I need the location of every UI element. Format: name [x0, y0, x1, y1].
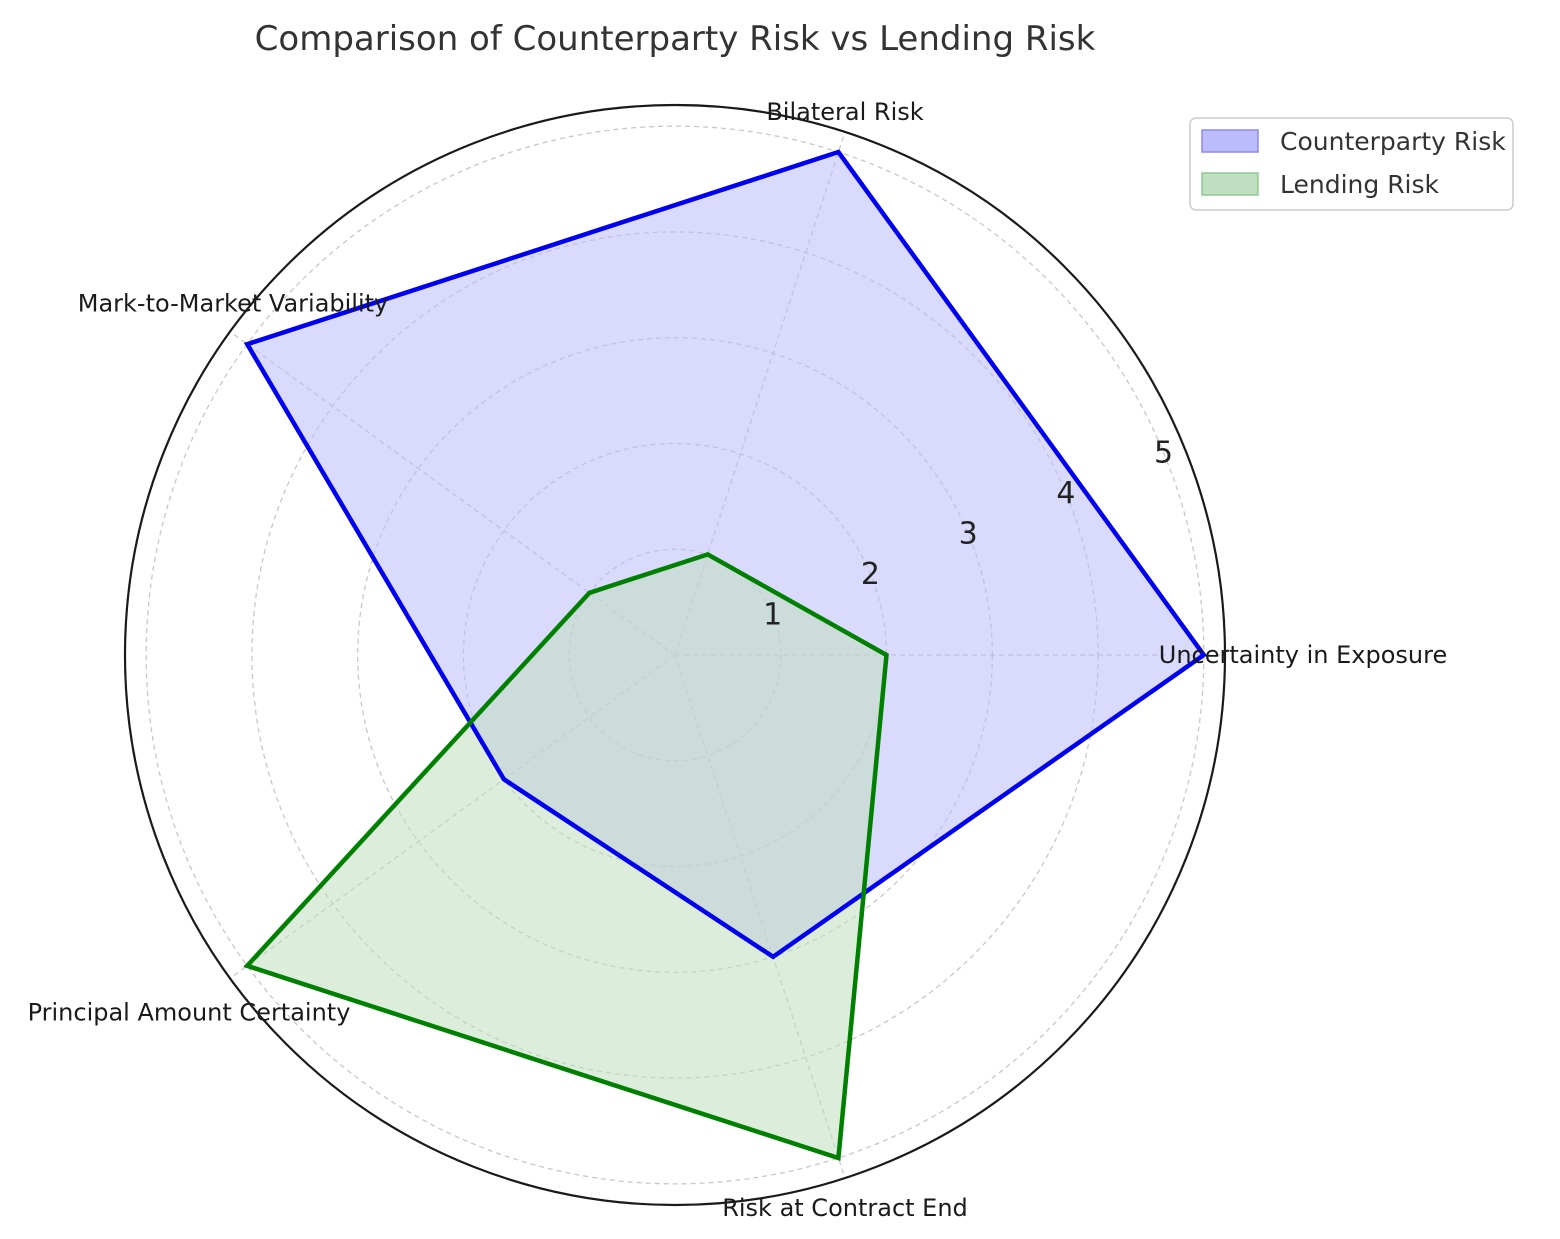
legend-label-lending: Lending Risk [1280, 170, 1440, 199]
legend-swatch-lending [1201, 172, 1259, 196]
category-label-4: Risk at Contract End [722, 1194, 968, 1222]
category-label-2: Mark-to-Market Variability [78, 290, 389, 318]
radial-tick-3: 3 [959, 517, 978, 552]
series-layer [243, 149, 1207, 1162]
category-label-1: Bilateral Risk [766, 98, 923, 126]
legend-label-counterparty: Counterparty Risk [1280, 127, 1506, 156]
radial-tick-1: 1 [763, 598, 782, 633]
category-label-3: Principal Amount Certainty [28, 998, 351, 1026]
radial-tick-2: 2 [861, 557, 880, 592]
legend: Counterparty Risk Lending Risk [1189, 117, 1514, 211]
axis-labels: 1 2 3 4 5 Uncertainty in Exposure Bilateral Ri… [28, 98, 1448, 1222]
series-line-0 [243, 149, 1207, 960]
radial-tick-4: 4 [1056, 476, 1075, 511]
legend-frame [1189, 117, 1514, 211]
series-fill-1 [247, 554, 887, 1158]
radial-tick-5: 5 [1154, 436, 1173, 471]
chart-title: Comparison of Counterparty Risk vs Lendi… [255, 19, 1096, 59]
category-label-0: Uncertainty in Exposure [1159, 641, 1447, 669]
outer-frame [123, 103, 1227, 1207]
series-fill-0 [247, 152, 1204, 957]
series-line-1 [243, 551, 889, 1162]
legend-swatch-counterparty [1201, 129, 1259, 153]
